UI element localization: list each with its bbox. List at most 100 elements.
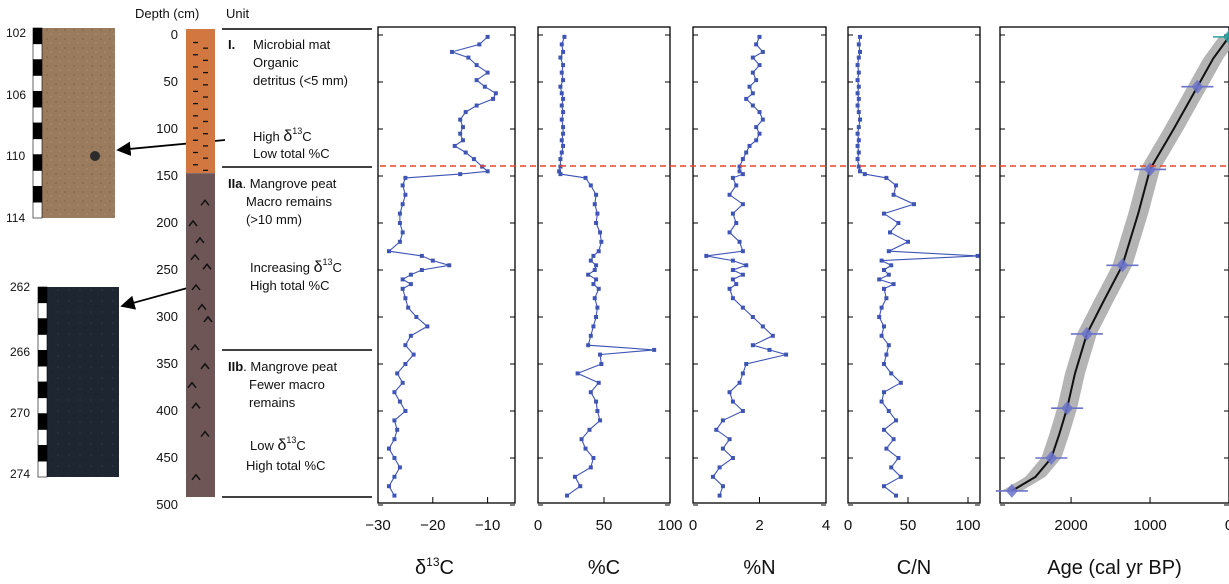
photo2-tick-266: 266 [10, 345, 30, 359]
data-point [744, 263, 749, 268]
data-point [591, 253, 596, 258]
unit-1-description: I. Microbial mat Organic detritus (<5 mm… [228, 37, 348, 161]
data-point [750, 91, 755, 96]
scale-segment [32, 122, 43, 140]
scale-segment [32, 170, 43, 187]
data-point [856, 164, 861, 169]
data-point [737, 164, 742, 169]
root-chevron [190, 253, 200, 261]
data-point [882, 390, 886, 395]
x-tick-label: 1000 [1133, 517, 1166, 534]
data-point [485, 70, 490, 75]
scale-segment [32, 27, 43, 45]
data-point [403, 192, 408, 197]
data-point [588, 390, 593, 395]
data-point [596, 249, 601, 254]
data-point [886, 343, 891, 348]
data-point [408, 272, 413, 277]
data-point [559, 70, 564, 75]
data-point [411, 352, 416, 357]
data-point [403, 175, 408, 180]
data-point [592, 296, 597, 301]
panel-1: −30 −20 −10 δ13C [365, 26, 516, 579]
data-point [397, 399, 402, 404]
data-point [730, 268, 735, 272]
data-point [408, 282, 413, 287]
data-point [558, 172, 563, 177]
depth-tick-label: 500 [156, 497, 178, 512]
data-point [754, 42, 759, 47]
root-chevron [187, 381, 197, 389]
data-point [898, 380, 903, 385]
data-point [493, 91, 498, 96]
x-tick-label: 100 [657, 517, 682, 534]
scale-segment [37, 460, 48, 478]
scale-segment [37, 286, 48, 304]
data-point [561, 125, 566, 130]
data-point [430, 258, 435, 263]
data-point [419, 268, 424, 272]
core-photo-1: 102 106 110 114 [6, 26, 115, 225]
depth-tick-label: 150 [156, 168, 178, 183]
data-point [561, 131, 566, 136]
scale-segment [32, 59, 43, 76]
data-point [894, 418, 898, 423]
photo1-tick-102: 102 [6, 26, 26, 40]
photo2-tick-270: 270 [10, 406, 30, 420]
x-tick-label: 4 [822, 517, 830, 534]
panel-frame [999, 26, 1229, 504]
data-point [583, 446, 588, 451]
data-point [882, 211, 886, 216]
data-point [858, 34, 862, 39]
data-point [592, 202, 597, 207]
depth-tick-label: 200 [156, 215, 178, 230]
data-point [447, 263, 452, 268]
scale-segment [32, 186, 43, 203]
data-point [466, 55, 471, 60]
data-point [559, 150, 564, 155]
data-point [588, 465, 593, 470]
data-point [562, 34, 567, 39]
unit-2b-line-3: remains [249, 395, 296, 410]
data-point [406, 305, 411, 310]
unit-2b-line-2: Fewer macro [249, 377, 325, 392]
unit-1-line-3: detritus (<5 mm) [253, 73, 348, 88]
root-chevron [200, 199, 210, 206]
data-point [886, 409, 891, 413]
data-point [882, 484, 886, 489]
depth-tick-label: 300 [156, 309, 178, 324]
data-point [717, 465, 722, 470]
data-point [596, 286, 601, 291]
data-point [727, 437, 732, 442]
data-point [730, 258, 735, 263]
data-point [727, 230, 732, 235]
data-point [595, 409, 600, 413]
x-tick-label: −30 [365, 517, 390, 534]
data-point [474, 103, 479, 108]
data-point [727, 390, 732, 395]
data-point [403, 343, 408, 348]
data-point [583, 175, 588, 180]
data-point [856, 138, 861, 143]
data-point [386, 446, 391, 451]
data-point [485, 34, 490, 39]
root-chevron [202, 263, 212, 270]
data-point [891, 192, 896, 197]
depth-tick-label: 400 [156, 403, 178, 418]
data-point [594, 263, 599, 268]
panel-2: 0 50 100 %C [534, 26, 683, 579]
data-point [740, 305, 745, 310]
data-point [884, 352, 889, 357]
panel-frame [377, 26, 516, 504]
data-point [561, 96, 566, 101]
data-point [737, 239, 742, 244]
unit-2a-line-2: Macro remains [246, 194, 332, 209]
data-point [882, 427, 886, 432]
data-point [879, 305, 884, 310]
data-point [856, 42, 861, 47]
data-point [747, 84, 752, 89]
data-point [734, 221, 739, 225]
data-point [561, 63, 566, 68]
data-point [740, 249, 745, 254]
